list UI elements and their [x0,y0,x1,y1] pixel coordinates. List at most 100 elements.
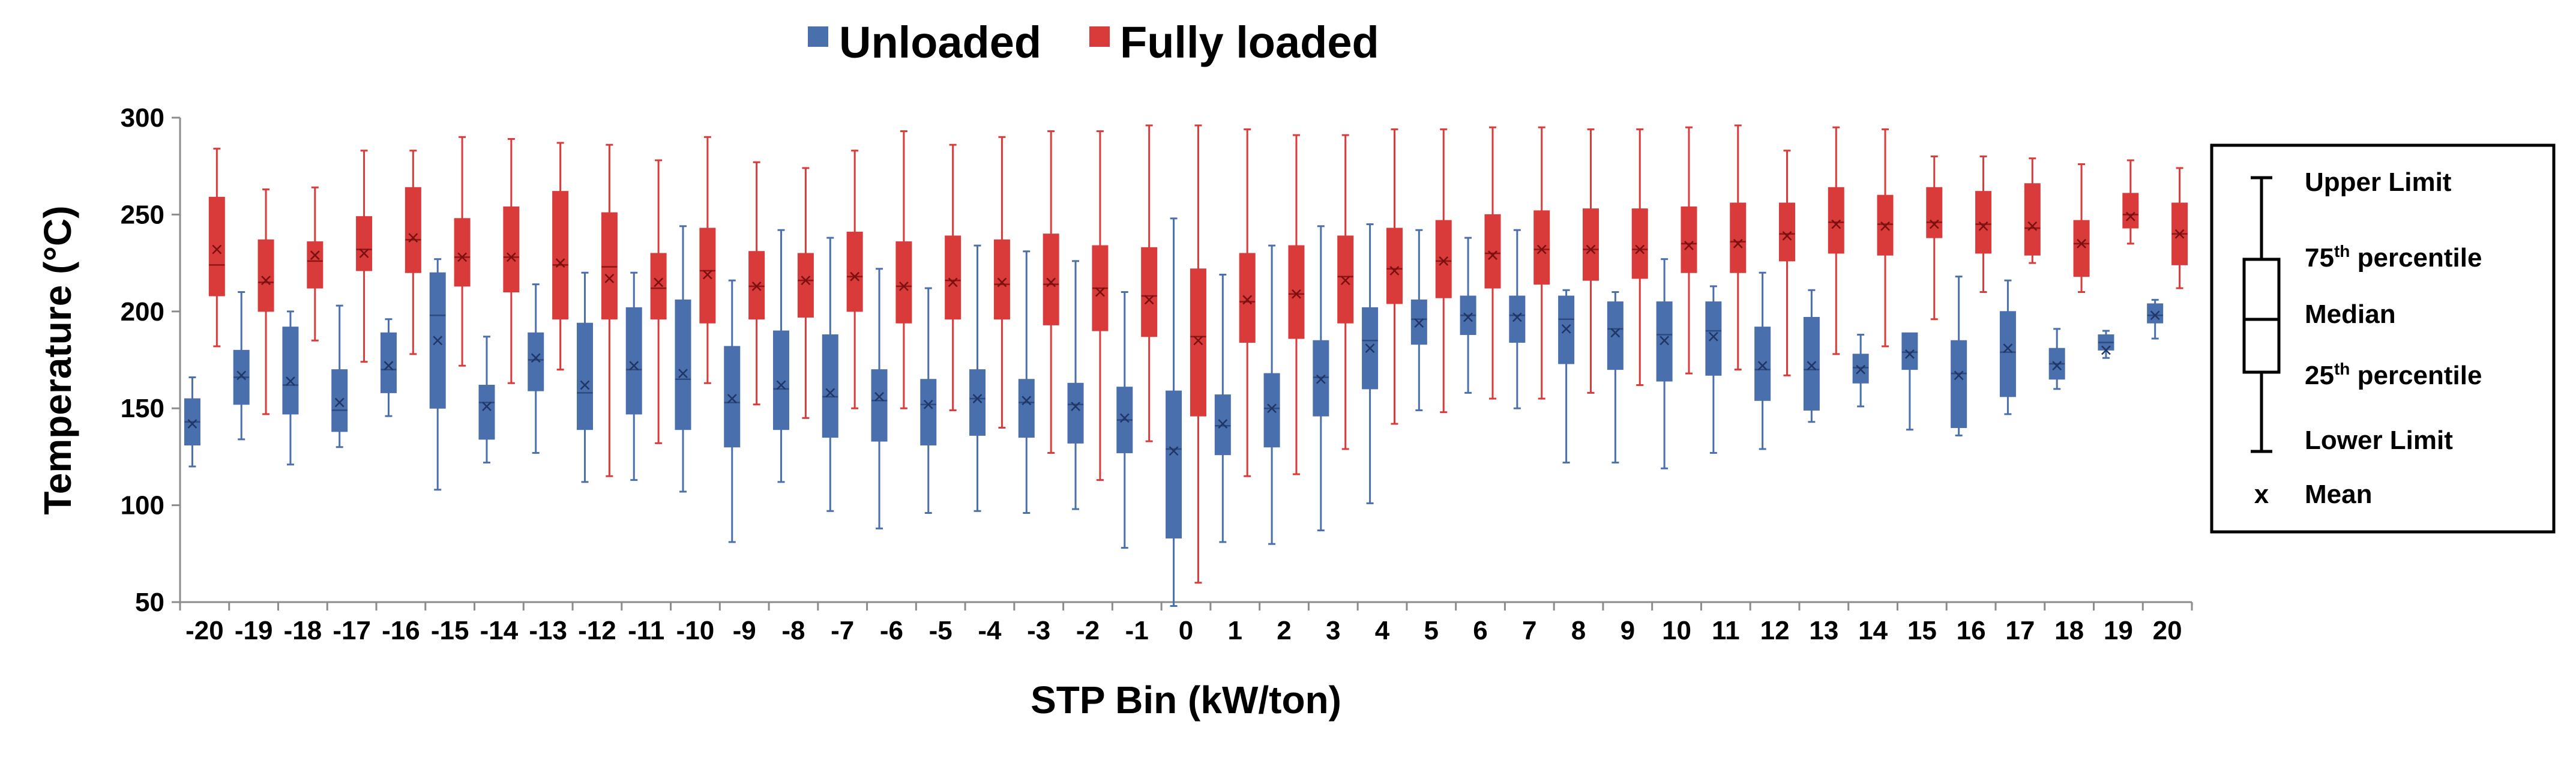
y-tick-label: 250 [121,200,164,229]
mean-marker-stroke [334,397,345,408]
mean-marker [1022,396,1032,406]
box-unloaded [1901,332,1918,431]
box-unloaded [380,318,397,417]
mean-marker-stroke [1414,318,1424,328]
iqr-box [2147,303,2164,324]
iqr-box [1951,340,1967,428]
y-axis-title: Temperature (°C) [36,205,79,514]
iqr-box [895,241,912,324]
iqr-box [528,332,544,391]
x-tick-label: -18 [284,616,322,645]
key-p75-num: 75 [2305,243,2334,273]
iqr-box [1582,208,1599,281]
mean-marker [457,252,467,262]
iqr-box [1730,202,1747,273]
x-tick-label: -8 [781,616,805,645]
mean-marker [1144,295,1154,305]
mean-marker [776,380,786,390]
mean-marker [1856,364,1866,375]
iqr-box [1166,390,1182,538]
mean-marker [654,277,664,288]
mean-marker-stroke [629,361,639,371]
box-unloaded [1116,291,1133,549]
x-tick-label: -13 [529,616,567,645]
iqr-box [920,379,937,446]
mean-marker-stroke [482,402,492,411]
mean-marker [850,271,860,282]
mean-marker [1193,336,1203,346]
mean-marker [1071,402,1080,411]
mean-marker-stroke [1340,276,1350,286]
mean-marker-stroke [187,419,197,429]
box-fully-loaded [601,143,618,477]
mean-marker-stroke [1586,244,1596,255]
mean-marker [1929,219,1939,229]
key-upper-limit: Upper Limit [2305,167,2452,197]
key-p25-rest: percentile [2350,361,2482,390]
box-fully-loaded [208,148,225,348]
y-tick-label: 100 [121,491,164,520]
mean-marker [1046,277,1056,288]
iqr-box [1754,327,1771,401]
box-fully-loaded [1975,155,1992,294]
mean-marker [629,361,639,371]
iqr-box [1263,373,1280,448]
x-tick-label: -14 [480,616,519,645]
boxes [184,124,2188,607]
box-fully-loaded [405,149,421,355]
mean-marker-stroke [1929,219,1939,229]
box-unloaded [1852,334,1869,408]
mean-marker-stroke [1389,266,1400,276]
mean-marker-stroke [212,244,222,255]
iqr-box [1067,382,1084,444]
box-fully-loaded [1386,128,1403,425]
iqr-box [675,299,691,430]
box-fully-loaded [1239,128,1256,477]
iqr-box [1018,379,1035,438]
x-tick-label: -7 [831,616,854,645]
mean-marker [1660,336,1670,346]
box-fully-loaded [1730,124,1747,371]
mean-marker [1169,446,1179,456]
box-unloaded [1313,225,1329,532]
mean-marker [1978,221,1988,231]
box-unloaded [331,304,348,448]
iqr-box [1681,206,1697,273]
box-unloaded [1166,217,1182,607]
mean-marker-stroke [433,336,443,346]
iqr-box [454,218,471,287]
mean-marker-stroke [1488,250,1497,261]
x-tick-label: 7 [1522,616,1536,645]
iqr-box [257,239,274,312]
mean-marker [1292,289,1301,299]
box-fully-loaded [257,188,274,415]
mean-marker [555,258,565,268]
mean-marker [1218,419,1228,429]
mean-marker-stroke [2174,229,2185,239]
mean-marker-stroke [1439,256,1449,266]
mean-marker [506,252,516,262]
iqr-box [1631,208,1648,279]
mean-marker [1586,244,1596,255]
box-fully-loaded [1681,126,1697,375]
mean-marker [212,244,222,255]
x-tick-label: 13 [1809,616,1838,645]
mean-marker-stroke [2150,310,2160,321]
mean-marker-stroke [1954,370,1964,381]
x-tick-label: 0 [1179,616,1193,645]
x-tick-label: 6 [1473,616,1487,645]
iqr-box [871,369,888,442]
mean-marker [899,281,909,291]
iqr-box [1239,253,1256,343]
iqr-box [2122,193,2139,229]
mean-marker-stroke [1095,287,1105,297]
x-tick-label: 12 [1760,616,1790,645]
box-unloaded [822,237,838,512]
y-tick-label: 300 [121,103,164,133]
mean-marker [1807,361,1817,371]
mean-marker-stroke [1046,277,1056,288]
x-tick-label: 16 [1957,616,1986,645]
mean-marker-stroke [2027,221,2038,231]
